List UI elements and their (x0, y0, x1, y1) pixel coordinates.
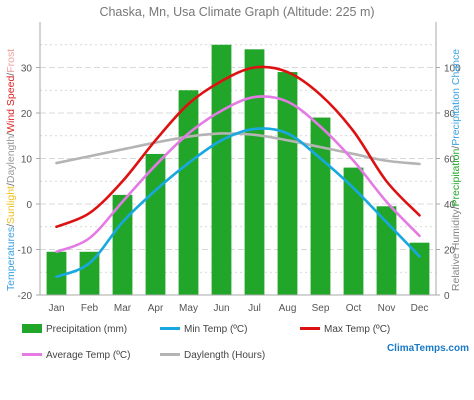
precipitation-bar (112, 194, 133, 295)
precipitation-bar (343, 167, 364, 295)
x-tick-label: Jun (213, 303, 229, 314)
legend-item: Average Temp (ºC) (22, 350, 130, 361)
right-tick-label: 0 (444, 291, 450, 302)
axis-title-part: Precipitation Chance (450, 49, 462, 146)
axis-title-part: Temperatures (5, 227, 17, 291)
legend-item: Precipitation (mm) (22, 324, 127, 335)
axis-title-part: / (450, 206, 462, 209)
left-tick-label: -20 (18, 291, 33, 302)
left-tick-label: 0 (26, 200, 32, 211)
precipitation-bars (46, 44, 430, 295)
series-lines (55, 65, 421, 279)
axis-title-part: / (450, 146, 462, 149)
axis-title-part: Precipitation (450, 149, 462, 207)
precipitation-bar (277, 72, 298, 295)
tick-labels: -20 -10 0 10 20 30 0 20 40 60 80 100 Jan Feb Mar Apr May… (18, 64, 462, 315)
axis-title-part: / (5, 73, 17, 76)
axis-title-part: / (5, 224, 17, 227)
right-tick-label: 40 (444, 200, 456, 211)
x-tick-label: Nov (378, 303, 396, 314)
axis-title-part: Sunlight (5, 186, 17, 224)
legend: Precipitation (mm) Min Temp (ºC) Max Temp … (22, 324, 390, 361)
precipitation-bar (409, 242, 430, 295)
legend-item: Min Temp (ºC) (160, 324, 247, 335)
precipitation-bar (310, 117, 331, 295)
left-tick-label: -10 (18, 246, 33, 257)
min-temp-line (55, 127, 421, 279)
left-tick-label: 20 (21, 109, 33, 120)
precipitation-bar (79, 251, 100, 295)
axes (36, 22, 440, 296)
precipitation-bar (46, 251, 67, 295)
precipitation-bar (244, 49, 265, 295)
right-tick-label: 100 (444, 64, 461, 75)
x-tick-label: Dec (411, 303, 429, 314)
right-tick-label: 80 (444, 109, 456, 120)
legend-swatch-bar (22, 324, 42, 333)
right-tick-label: 60 (444, 155, 456, 166)
x-tick-label: May (179, 303, 198, 314)
x-tick-label: Jul (248, 303, 261, 314)
legend-label: Max Temp (ºC) (324, 324, 390, 335)
legend-item: Max Temp (ºC) (300, 324, 390, 335)
axis-title-part: Frost (5, 49, 17, 73)
x-tick-label: Sep (312, 303, 330, 314)
x-tick-label: Jan (48, 303, 64, 314)
precipitation-bar (178, 90, 199, 295)
legend-label: Daylength (Hours) (184, 350, 265, 361)
axis-title-part: Relative Humidity (450, 209, 462, 291)
chart-title: Chaska, Mn, Usa Climate Graph (Altitude:… (99, 5, 374, 19)
legend-label: Precipitation (mm) (46, 324, 127, 335)
x-tick-label: Oct (346, 303, 362, 314)
avg-temp-line (55, 95, 421, 254)
axis-title-part: / (5, 133, 17, 136)
x-tick-label: Mar (114, 303, 132, 314)
left-tick-label: 10 (21, 155, 33, 166)
legend-label: Average Temp (ºC) (46, 350, 130, 361)
legend-item: Daylength (Hours) (160, 350, 265, 361)
axis-title-part: / (5, 183, 17, 186)
right-axis-title: Relative Humidity/Precipitation/Precipit… (450, 49, 462, 291)
x-tick-label: Feb (81, 303, 99, 314)
x-tick-label: Apr (148, 303, 164, 314)
axis-title-part: Wind Speed (5, 76, 17, 133)
axis-title-part: Daylength (5, 136, 17, 183)
x-tick-label: Aug (279, 303, 297, 314)
legend-label: Min Temp (ºC) (184, 324, 247, 335)
max-temp-line (55, 65, 421, 229)
left-tick-label: 30 (21, 64, 33, 75)
left-axis-title: Temperatures/Sunlight/Daylength/Wind Spe… (5, 49, 17, 291)
watermark: ClimaTemps.com (387, 343, 469, 354)
precipitation-bar (376, 206, 397, 295)
precipitation-bar (145, 153, 166, 295)
right-tick-label: 20 (444, 246, 456, 257)
